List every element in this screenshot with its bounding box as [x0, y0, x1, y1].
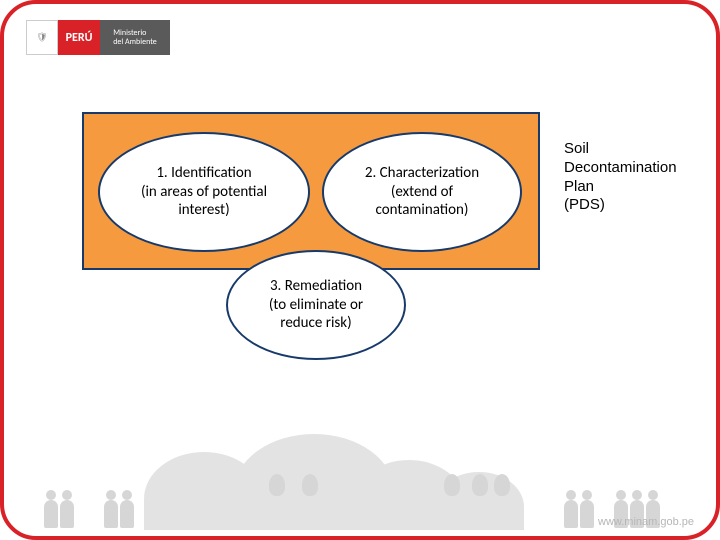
- person-icon: [120, 500, 134, 528]
- person-icon: [60, 500, 74, 528]
- tree-icon: [444, 474, 460, 496]
- header-logo: 🛡 PERÚ Ministeriodel Ambiente: [26, 20, 170, 55]
- diagram-side-label: SoilDecontaminationPlan(PDS): [564, 140, 714, 215]
- tree-icon: [472, 474, 488, 496]
- logo-peru-label: PERÚ: [58, 20, 100, 55]
- person-icon: [580, 500, 594, 528]
- person-icon: [564, 500, 578, 528]
- hill-shape: [354, 460, 464, 530]
- person-icon: [104, 500, 118, 528]
- peru-crest-icon: 🛡: [26, 20, 58, 55]
- oval-characterization-text: 2. Characterization(extend ofcontaminati…: [365, 164, 479, 220]
- oval-characterization: 2. Characterization(extend ofcontaminati…: [322, 132, 522, 252]
- hill-shape: [144, 452, 264, 530]
- tree-icon: [302, 474, 318, 496]
- oval-identification: 1. Identification(in areas of potentiali…: [98, 132, 310, 252]
- oval-identification-text: 1. Identification(in areas of potentiali…: [141, 164, 267, 220]
- footer-url: www.minam.gob.pe: [598, 516, 694, 528]
- tree-icon: [269, 474, 285, 496]
- oval-remediation-text: 3. Remediation(to eliminate orreduce ris…: [269, 277, 363, 333]
- hill-shape: [234, 434, 394, 530]
- oval-remediation: 3. Remediation(to eliminate orreduce ris…: [226, 250, 406, 360]
- tree-icon: [494, 474, 510, 496]
- logo-ministry-label: Ministeriodel Ambiente: [100, 20, 170, 55]
- person-icon: [44, 500, 58, 528]
- hill-shape: [434, 472, 524, 530]
- slide-frame: 🛡 PERÚ Ministeriodel Ambiente 1. Identif…: [0, 0, 720, 540]
